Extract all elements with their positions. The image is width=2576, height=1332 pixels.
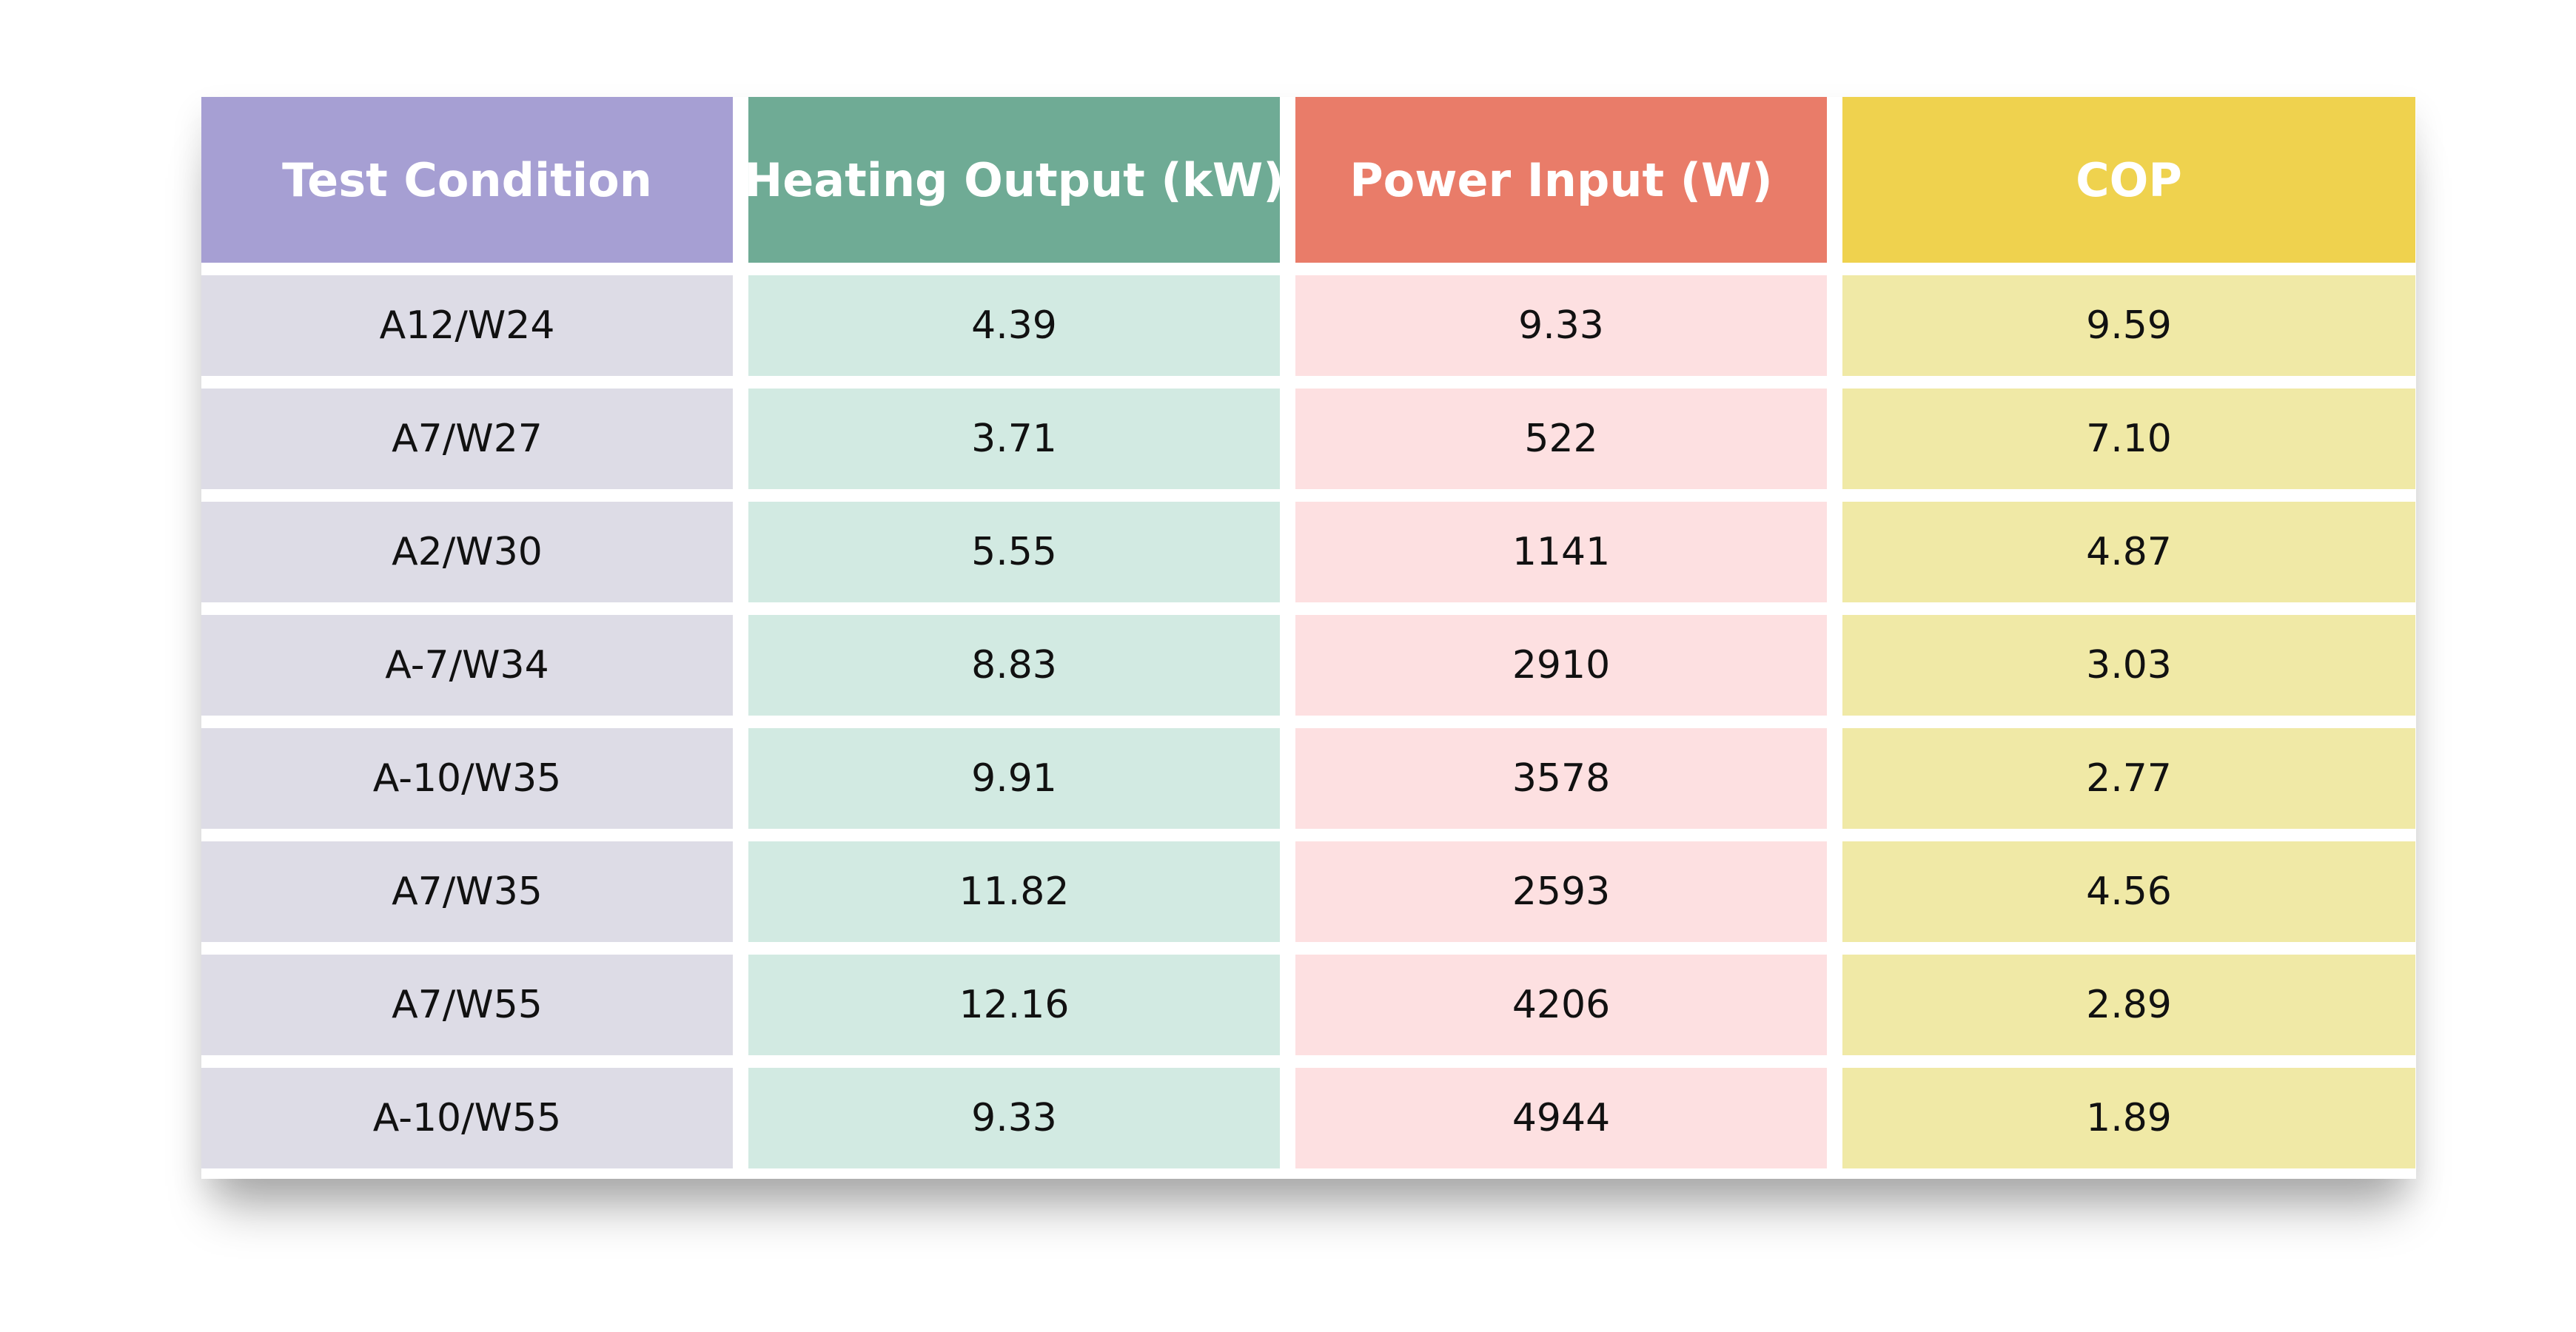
cell-cop-row-8: 1.89 [1842, 1068, 2415, 1168]
cell-power-input-row-8: 4944 [1295, 1068, 1827, 1168]
cell-cop-row-1: 9.59 [1842, 275, 2415, 376]
cell-heating-output-row-1: 4.39 [748, 275, 1280, 376]
cell-test-condition-row-6: A7/W35 [201, 841, 733, 942]
cell-power-input-row-3: 1141 [1295, 502, 1827, 602]
cell-cop-row-4: 3.03 [1842, 615, 2415, 716]
table-grid: Test Condition Heating Output (kW) Power I… [201, 97, 2416, 1179]
cell-heating-output-row-4: 8.83 [748, 615, 1280, 716]
cell-power-input-row-7: 4206 [1295, 955, 1827, 1055]
cell-power-input-row-1: 9.33 [1295, 275, 1827, 376]
cell-cop-row-2: 7.10 [1842, 388, 2415, 489]
cell-test-condition-row-7: A7/W55 [201, 955, 733, 1055]
cell-cop-row-6: 4.56 [1842, 841, 2415, 942]
cell-cop-row-5: 2.77 [1842, 728, 2415, 829]
cell-test-condition-row-8: A-10/W55 [201, 1068, 733, 1168]
cell-heating-output-row-8: 9.33 [748, 1068, 1280, 1168]
data-table: Test Condition Heating Output (kW) Power I… [201, 97, 2416, 1179]
cell-test-condition-row-3: A2/W30 [201, 502, 733, 602]
cell-power-input-row-5: 3578 [1295, 728, 1827, 829]
cell-test-condition-row-2: A7/W27 [201, 388, 733, 489]
cell-heating-output-row-5: 9.91 [748, 728, 1280, 829]
cell-test-condition-row-4: A-7/W34 [201, 615, 733, 716]
header-cop: COP [1842, 97, 2415, 263]
cell-cop-row-7: 2.89 [1842, 955, 2415, 1055]
header-power-input: Power Input (W) [1295, 97, 1827, 263]
cell-power-input-row-4: 2910 [1295, 615, 1827, 716]
header-test-condition: Test Condition [201, 97, 733, 263]
cell-heating-output-row-3: 5.55 [748, 502, 1280, 602]
cell-test-condition-row-1: A12/W24 [201, 275, 733, 376]
cell-heating-output-row-2: 3.71 [748, 388, 1280, 489]
header-heating-output: Heating Output (kW) [748, 97, 1280, 263]
cell-test-condition-row-5: A-10/W35 [201, 728, 733, 829]
cell-cop-row-3: 4.87 [1842, 502, 2415, 602]
cell-power-input-row-6: 2593 [1295, 841, 1827, 942]
cell-heating-output-row-7: 12.16 [748, 955, 1280, 1055]
cell-power-input-row-2: 522 [1295, 388, 1827, 489]
cell-heating-output-row-6: 11.82 [748, 841, 1280, 942]
